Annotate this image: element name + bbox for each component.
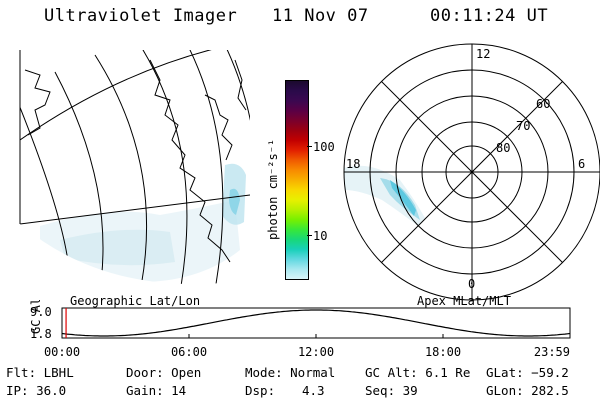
instrument-title: Ultraviolet Imager [44, 6, 238, 26]
colorbar-unit-label: photon cm⁻²s⁻¹ [266, 139, 280, 240]
polar-plot-label: Apex MLat/MLT [417, 294, 511, 308]
geo-parallels [20, 50, 250, 225]
altitude-plot-frame [61, 307, 571, 339]
colorbar-tick-10-mark [307, 235, 312, 236]
ip-status: IP: 36.0 [6, 383, 67, 398]
dsp-label: Dsp: [245, 383, 276, 398]
altitude-xticks: 00:00 06:00 12:00 18:00 23:59 [44, 334, 571, 359]
altitude-xtick-label: 23:59 [534, 345, 570, 359]
mlt-18-label: 18 [346, 157, 360, 171]
mlat-70-label: 70 [516, 119, 530, 133]
altitude-ymin: 1.8 [30, 327, 52, 341]
glat-status: GLat: −59.2 [486, 365, 569, 380]
colorbar-tick-10: 10 [313, 229, 328, 243]
altitude-curve [61, 309, 571, 337]
altitude-xtick-label: 12:00 [298, 345, 334, 359]
seq-status: Seq: 39 [365, 383, 418, 398]
altitude-xtick-label: 00:00 [44, 345, 80, 359]
polar-plot: 12 18 6 0 60 70 80 [343, 43, 600, 301]
geo-map-content [20, 50, 250, 285]
geo-aurora-emission [40, 163, 246, 282]
gain-status: Gain: 14 [126, 383, 187, 398]
polar-grid [343, 43, 600, 301]
gc-alt-status: GC Alt: 6.1 Re [365, 365, 471, 380]
time-label: 00:11:24 UT [430, 6, 549, 26]
date-label: 11 Nov 07 [272, 6, 369, 26]
colorbar [285, 80, 309, 280]
altitude-ylabel: GC Alt [29, 300, 43, 334]
colorbar-tick-100: 100 [313, 140, 335, 154]
colorbar-gradient [286, 81, 308, 279]
filter-status: Flt: LBHL [6, 365, 74, 380]
polar-emission [344, 165, 425, 226]
mlat-60-label: 60 [536, 97, 550, 111]
altitude-xtick-label: 06:00 [171, 345, 207, 359]
altitude-plot: GC Alt 9.0 1.8 00:00 06:00 12:00 18:00 23:59 [29, 300, 571, 359]
mlat-80-label: 80 [496, 141, 510, 155]
dsp-value: 4.3 [302, 383, 325, 398]
mode-status: Mode: Normal [245, 365, 336, 380]
glon-status: GLon: 282.5 [486, 383, 569, 398]
mlt-12-label: 12 [476, 47, 490, 61]
door-status: Door: Open [126, 365, 202, 380]
altitude-xtick-label: 18:00 [425, 345, 461, 359]
mlt-0-label: 0 [468, 277, 475, 291]
geo-coastlines [24, 59, 247, 263]
mlt-6-label: 6 [578, 157, 585, 171]
colorbar-unit: photon cm⁻²s⁻¹ [266, 139, 280, 240]
geo-map-label: Geographic Lat/Lon [70, 294, 200, 308]
colorbar-tick-100-mark [307, 146, 312, 147]
altitude-ymax: 9.0 [30, 305, 52, 319]
